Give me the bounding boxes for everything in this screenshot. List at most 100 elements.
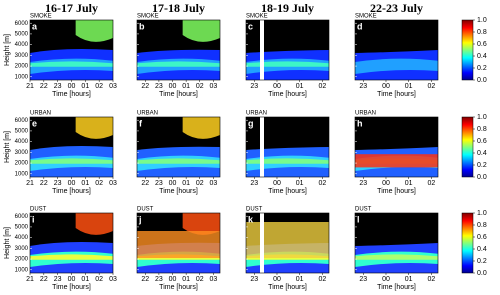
x-tick-label: 00	[169, 276, 177, 283]
x-tick-label: 22	[40, 83, 48, 90]
panel-frame	[245, 116, 330, 178]
x-axis-label: Time [hours]	[159, 91, 198, 98]
x-tick-label: 23	[359, 83, 367, 90]
colorbar-tick-label: 0.8	[477, 126, 487, 133]
x-tick-label: 00	[382, 83, 390, 90]
panel-letter: e	[32, 118, 37, 128]
colorbar-tick-label: 0.8	[477, 222, 487, 229]
x-tick-label: 02	[196, 276, 204, 283]
x-tick-label: 21	[26, 83, 34, 90]
panel	[136, 116, 221, 178]
x-tick-label: 22	[40, 276, 48, 283]
x-tick-label: 01	[81, 83, 89, 90]
panel-frame	[354, 116, 439, 178]
x-tick-label: 01	[182, 83, 190, 90]
panel-letter: d	[357, 21, 363, 31]
x-tick-label: 01	[182, 276, 190, 283]
x-axis-label: Time [hours]	[268, 91, 307, 98]
panel-frame	[354, 19, 439, 81]
y-tick-label: 6000	[15, 118, 29, 124]
colorbar-tick-label: 0.0	[477, 77, 487, 84]
y-axis-label: Height [m]	[4, 34, 11, 66]
panel-letter: k	[248, 214, 254, 224]
x-tick-label: 23	[54, 83, 62, 90]
panel-frame	[245, 19, 330, 81]
x-tick-label: 00	[68, 83, 76, 90]
heat-band	[30, 61, 113, 67]
panel-letter: f	[139, 118, 143, 128]
panel-letter: a	[32, 21, 38, 31]
x-tick-label: 00	[68, 180, 76, 187]
x-tick-label: 02	[318, 83, 326, 90]
x-tick-label: 02	[427, 83, 435, 90]
x-tick-label: 00	[273, 276, 281, 283]
colorbar-tick-label: 1.0	[477, 114, 487, 121]
colorbar-tick-label: 0.0	[477, 174, 487, 181]
x-axis-label: Time [hours]	[52, 188, 91, 195]
colorbar-tick-label: 0.8	[477, 29, 487, 36]
row-label: SMOKE	[246, 14, 268, 20]
heat-band	[355, 254, 438, 260]
row-label: URBAN	[246, 111, 267, 117]
panel	[354, 212, 439, 274]
y-tick-label: 3000	[15, 150, 29, 156]
panel	[136, 19, 221, 81]
heat-band	[355, 154, 438, 168]
x-tick-label: 23	[359, 276, 367, 283]
panel-letter: g	[248, 118, 254, 128]
panel-frame	[354, 212, 439, 274]
data-gap	[260, 20, 264, 80]
row-label: DUST	[246, 207, 263, 213]
y-tick-label: 1000	[15, 171, 29, 177]
colorbar	[461, 116, 474, 178]
panel-letter: h	[357, 118, 363, 128]
panel-letter: l	[357, 214, 360, 224]
panel-frame	[136, 212, 221, 274]
row-label: URBAN	[355, 111, 376, 117]
heat-band	[182, 117, 220, 139]
y-tick-label: 1000	[15, 267, 29, 273]
x-tick-label: 02	[427, 180, 435, 187]
x-tick-label: 21	[26, 276, 34, 283]
heat-band	[137, 61, 220, 67]
x-axis-label: Time [hours]	[268, 284, 307, 291]
column-title: 17-18 July	[152, 1, 205, 15]
colorbar-tick-label: 0.4	[477, 53, 487, 60]
data-gap	[260, 213, 264, 273]
heat-band	[75, 117, 113, 139]
heat-band	[246, 61, 329, 67]
column-title: 22-23 July	[370, 1, 423, 15]
colorbar	[461, 19, 474, 81]
row-label: SMOKE	[355, 14, 377, 20]
x-tick-label: 23	[250, 180, 258, 187]
x-tick-label: 03	[209, 276, 217, 283]
x-tick-label: 03	[109, 276, 117, 283]
x-tick-label: 23	[250, 83, 258, 90]
colorbar-tick-label: 0.4	[477, 246, 487, 253]
y-tick-label: 1000	[15, 74, 29, 80]
y-tick-label: 5000	[15, 32, 29, 38]
panel-letter: b	[139, 21, 145, 31]
x-tick-label: 01	[405, 83, 413, 90]
x-tick-label: 00	[68, 276, 76, 283]
x-tick-label: 23	[359, 180, 367, 187]
x-axis-label: Time [hours]	[377, 188, 416, 195]
panel-frame	[245, 212, 330, 274]
heat-band	[182, 213, 220, 235]
panel-letter: i	[32, 214, 35, 224]
x-tick-label: 22	[141, 83, 149, 90]
panel	[136, 212, 221, 274]
colorbar-tick-label: 0.0	[477, 270, 487, 277]
y-tick-label: 3000	[15, 53, 29, 59]
y-tick-label: 5000	[15, 129, 29, 135]
y-axis-label: Height [m]	[4, 131, 11, 163]
colorbar-tick-label: 0.2	[477, 258, 487, 265]
y-tick-label: 4000	[15, 235, 29, 241]
x-tick-label: 00	[169, 180, 177, 187]
row-label: DUST	[137, 207, 154, 213]
x-axis-label: Time [hours]	[268, 188, 307, 195]
x-tick-label: 03	[109, 180, 117, 187]
x-axis-label: Time [hours]	[377, 284, 416, 291]
x-tick-label: 03	[109, 83, 117, 90]
